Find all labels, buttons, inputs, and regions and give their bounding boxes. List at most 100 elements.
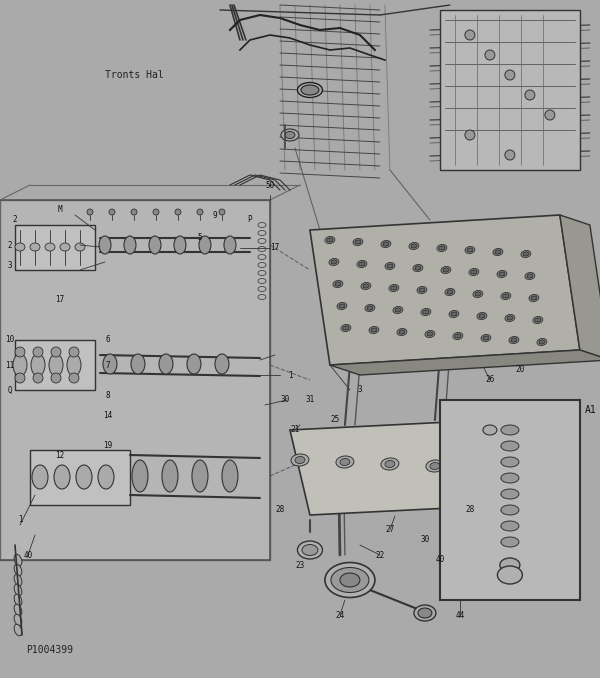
Circle shape bbox=[545, 110, 555, 120]
Circle shape bbox=[69, 347, 79, 357]
Ellipse shape bbox=[291, 454, 309, 466]
Ellipse shape bbox=[325, 237, 335, 243]
Circle shape bbox=[15, 347, 25, 357]
Ellipse shape bbox=[501, 441, 519, 451]
Ellipse shape bbox=[439, 246, 445, 250]
Text: 17: 17 bbox=[271, 243, 280, 252]
Ellipse shape bbox=[281, 129, 299, 141]
Ellipse shape bbox=[331, 567, 369, 593]
Ellipse shape bbox=[409, 243, 419, 250]
Bar bbox=[30, 450, 130, 505]
Ellipse shape bbox=[103, 354, 117, 374]
Ellipse shape bbox=[336, 456, 354, 468]
Ellipse shape bbox=[98, 465, 114, 489]
Ellipse shape bbox=[367, 306, 373, 310]
Ellipse shape bbox=[411, 244, 417, 248]
Text: 6: 6 bbox=[106, 336, 110, 344]
Ellipse shape bbox=[389, 285, 399, 292]
Circle shape bbox=[33, 347, 43, 357]
Ellipse shape bbox=[14, 574, 22, 586]
Ellipse shape bbox=[14, 594, 22, 605]
Ellipse shape bbox=[453, 332, 463, 340]
Polygon shape bbox=[290, 420, 510, 515]
Ellipse shape bbox=[14, 584, 22, 596]
Text: 2: 2 bbox=[8, 241, 13, 250]
Ellipse shape bbox=[425, 330, 435, 338]
Circle shape bbox=[525, 90, 535, 100]
Ellipse shape bbox=[76, 465, 92, 489]
Ellipse shape bbox=[539, 340, 545, 344]
Ellipse shape bbox=[523, 252, 529, 256]
Ellipse shape bbox=[495, 250, 501, 254]
Ellipse shape bbox=[481, 334, 491, 342]
Ellipse shape bbox=[30, 243, 40, 251]
Ellipse shape bbox=[124, 236, 136, 254]
Ellipse shape bbox=[54, 465, 70, 489]
Ellipse shape bbox=[187, 354, 201, 374]
Bar bbox=[15, 225, 95, 270]
Ellipse shape bbox=[501, 505, 519, 515]
Ellipse shape bbox=[327, 238, 333, 242]
Bar bbox=[440, 10, 580, 170]
Ellipse shape bbox=[426, 460, 444, 472]
Text: 27: 27 bbox=[385, 525, 395, 534]
Text: 21: 21 bbox=[290, 426, 299, 435]
Ellipse shape bbox=[477, 313, 487, 319]
Ellipse shape bbox=[355, 240, 361, 244]
Ellipse shape bbox=[159, 354, 173, 374]
Ellipse shape bbox=[385, 262, 395, 270]
Ellipse shape bbox=[49, 354, 63, 376]
Ellipse shape bbox=[67, 354, 81, 376]
Ellipse shape bbox=[501, 457, 519, 467]
Ellipse shape bbox=[469, 268, 479, 275]
Text: 28: 28 bbox=[465, 506, 475, 515]
Text: 31: 31 bbox=[305, 395, 314, 405]
Ellipse shape bbox=[365, 304, 375, 312]
Ellipse shape bbox=[340, 458, 350, 466]
Circle shape bbox=[33, 373, 43, 383]
Ellipse shape bbox=[399, 330, 405, 334]
Circle shape bbox=[131, 209, 137, 215]
Ellipse shape bbox=[451, 312, 457, 316]
Ellipse shape bbox=[527, 274, 533, 278]
Ellipse shape bbox=[391, 286, 397, 290]
Ellipse shape bbox=[501, 425, 519, 435]
Ellipse shape bbox=[483, 425, 497, 435]
Ellipse shape bbox=[475, 292, 481, 296]
Ellipse shape bbox=[329, 258, 339, 266]
Ellipse shape bbox=[393, 306, 403, 313]
Text: 3: 3 bbox=[8, 260, 13, 269]
Text: 17: 17 bbox=[55, 296, 65, 304]
Ellipse shape bbox=[337, 302, 347, 310]
Ellipse shape bbox=[353, 239, 363, 245]
Ellipse shape bbox=[471, 270, 477, 274]
Ellipse shape bbox=[199, 236, 211, 254]
Ellipse shape bbox=[430, 462, 440, 469]
Ellipse shape bbox=[224, 236, 236, 254]
Ellipse shape bbox=[149, 236, 161, 254]
Ellipse shape bbox=[479, 314, 485, 318]
Text: 8: 8 bbox=[106, 391, 110, 399]
Ellipse shape bbox=[503, 294, 509, 298]
Ellipse shape bbox=[529, 294, 539, 302]
Ellipse shape bbox=[501, 521, 519, 531]
Circle shape bbox=[219, 209, 225, 215]
Ellipse shape bbox=[465, 246, 475, 254]
Circle shape bbox=[87, 209, 93, 215]
Ellipse shape bbox=[387, 264, 393, 268]
Text: 20: 20 bbox=[515, 365, 524, 374]
Circle shape bbox=[175, 209, 181, 215]
Ellipse shape bbox=[385, 460, 395, 468]
Text: 9: 9 bbox=[212, 210, 217, 220]
Ellipse shape bbox=[501, 537, 519, 547]
Ellipse shape bbox=[511, 338, 517, 342]
Ellipse shape bbox=[75, 243, 85, 251]
Text: A1: A1 bbox=[585, 405, 596, 415]
Ellipse shape bbox=[467, 248, 473, 252]
Circle shape bbox=[505, 70, 515, 80]
Ellipse shape bbox=[335, 282, 341, 286]
Ellipse shape bbox=[397, 328, 407, 336]
Text: 19: 19 bbox=[103, 441, 113, 450]
Ellipse shape bbox=[505, 315, 515, 321]
Bar bbox=[0, 200, 270, 560]
